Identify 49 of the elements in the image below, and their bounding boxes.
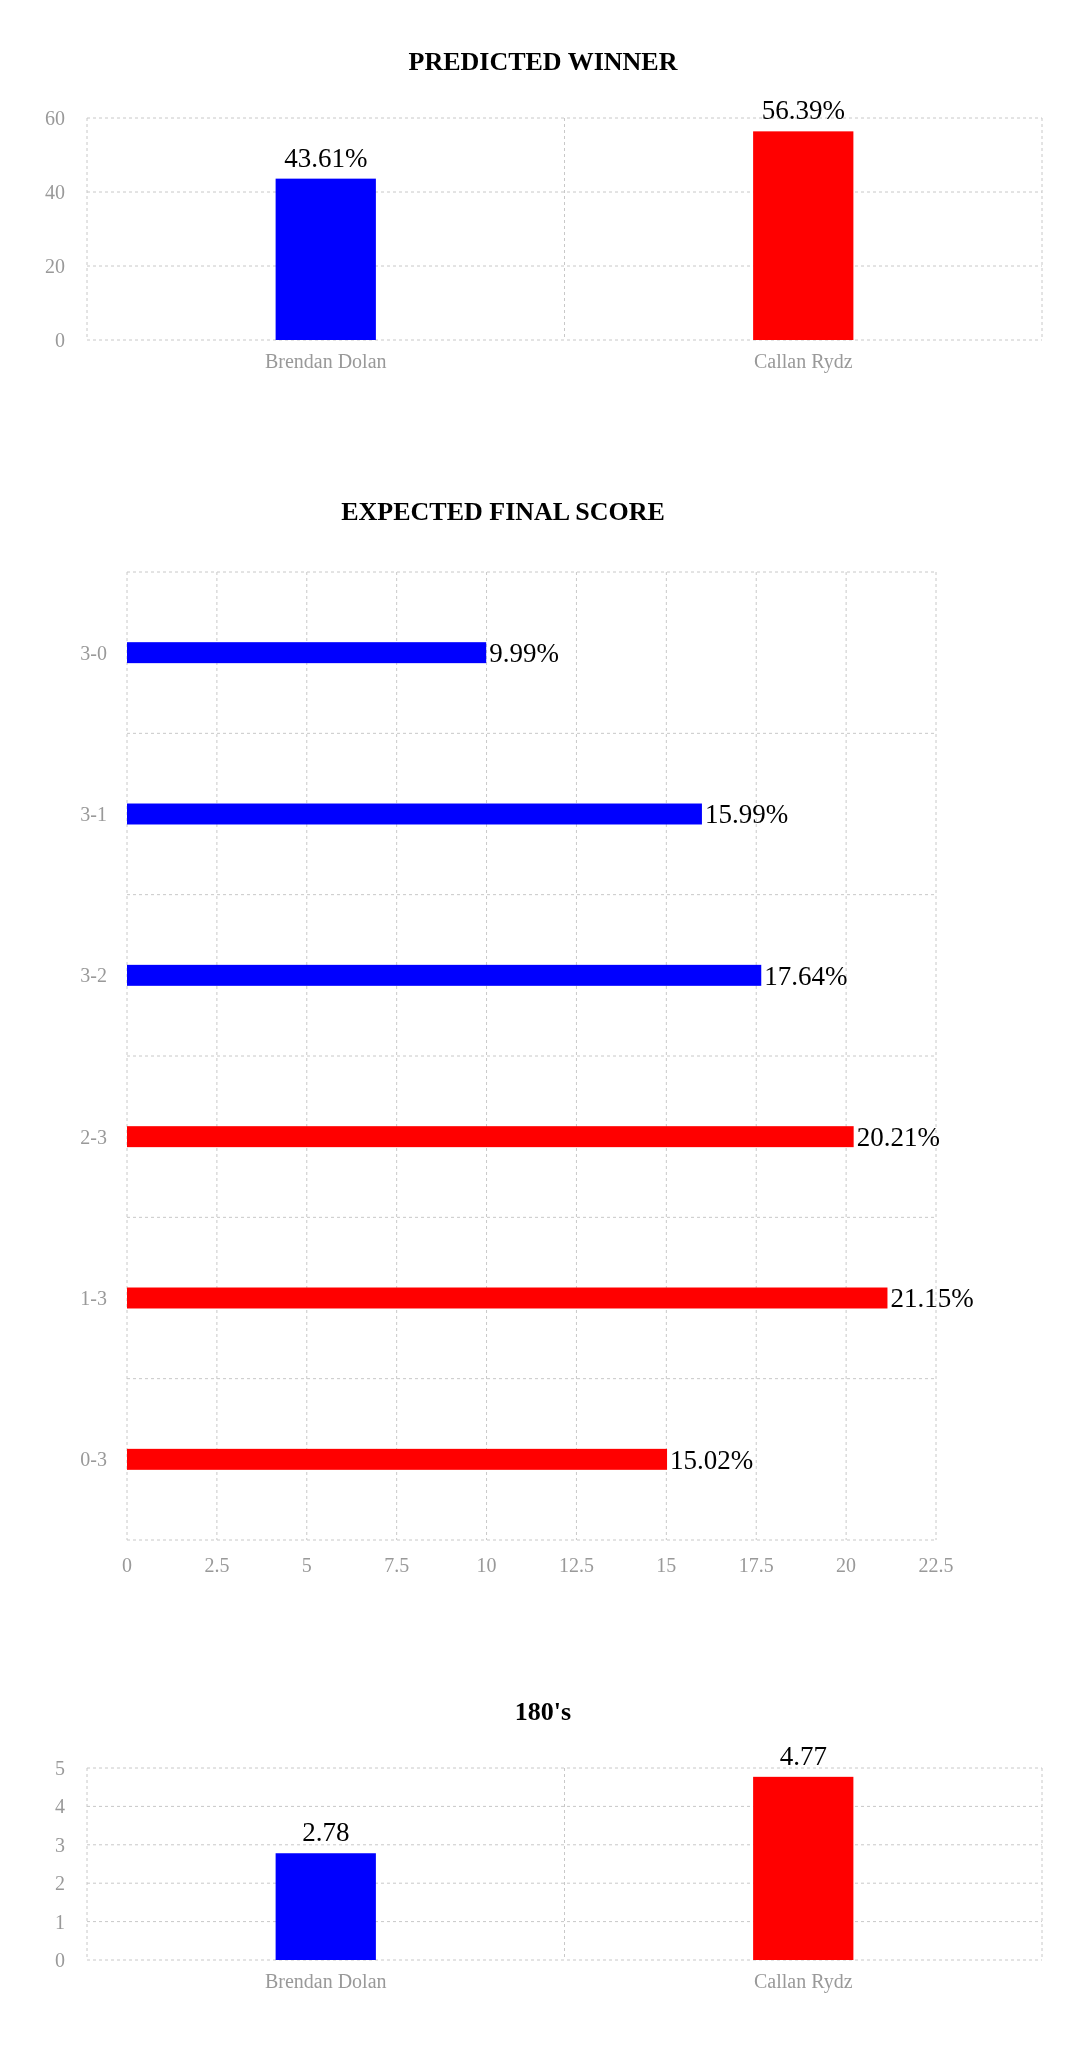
data-label: 43.61%	[284, 142, 368, 173]
x-tick-label: 7.5	[384, 1554, 410, 1576]
bar	[127, 1126, 854, 1148]
data-label: 9.99%	[489, 638, 559, 669]
y-tick-label: 3-2	[80, 964, 107, 987]
bar	[127, 642, 487, 664]
x-tick-label: Callan Rydz	[753, 350, 853, 373]
chart-title: EXPECTED FINAL SCORE	[341, 497, 665, 526]
chart-title: PREDICTED WINNER	[408, 47, 678, 76]
x-tick-label: 10	[476, 1554, 497, 1576]
bar	[127, 803, 702, 825]
x-tick-label: 20	[836, 1554, 857, 1576]
data-label: 17.64%	[764, 960, 848, 991]
data-label: 15.99%	[704, 799, 789, 830]
y-tick-label: 5	[55, 1757, 65, 1779]
y-tick-label: 0	[55, 329, 65, 351]
bar	[127, 1448, 668, 1470]
y-tick-label: 4	[55, 1795, 65, 1818]
data-label: 21.15%	[890, 1283, 974, 1314]
chart-title: 180's	[514, 1697, 572, 1726]
x-tick-label: 12.5	[558, 1554, 594, 1576]
x-tick-label: Brendan Dolan	[264, 1970, 387, 1992]
x-tick-label: 2.5	[204, 1554, 230, 1576]
y-tick-label: 40	[45, 181, 65, 203]
x-tick-label: Brendan Dolan	[264, 350, 387, 372]
y-tick-label: 1	[55, 1910, 65, 1933]
x-tick-label: 15	[656, 1554, 677, 1576]
y-tick-label: 3	[55, 1833, 65, 1856]
y-tick-label: 60	[45, 107, 65, 129]
y-tick-label: 2-3	[80, 1125, 107, 1148]
data-label: 15.02%	[670, 1444, 754, 1475]
y-tick-label: 1-3	[80, 1287, 107, 1309]
x-tick-label: 5	[301, 1554, 312, 1576]
y-tick-label: 20	[45, 255, 65, 277]
bar	[127, 964, 762, 986]
y-tick-label: 2	[55, 1872, 65, 1895]
y-tick-label: 0-3	[80, 1448, 107, 1471]
y-tick-label: 0	[55, 1949, 65, 1971]
x-tick-label: 0	[122, 1554, 132, 1576]
data-label: 20.21%	[856, 1122, 940, 1153]
x-tick-label: 17.5	[738, 1554, 774, 1576]
y-tick-label: 3-1	[80, 803, 107, 825]
bar	[127, 1287, 888, 1309]
data-label: 4.77	[779, 1740, 827, 1771]
data-label: 2.78	[302, 1817, 350, 1848]
x-tick-label: Callan Rydz	[753, 1970, 853, 1993]
x-tick-label: 22.5	[918, 1554, 954, 1576]
data-label: 56.39%	[761, 95, 845, 126]
y-tick-label: 3-0	[80, 641, 107, 664]
